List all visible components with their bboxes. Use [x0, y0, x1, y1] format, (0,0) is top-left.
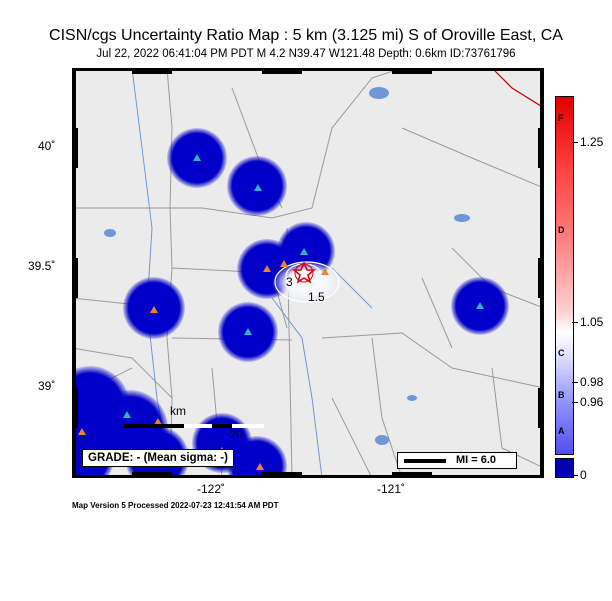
grade-label: GRADE: - (Mean sigma: -) [82, 449, 234, 467]
contour-label-1-5: 1.5 [308, 290, 325, 304]
colorbar-value-0-96: 0.96 [580, 395, 604, 409]
colorbar-tick [572, 475, 578, 476]
colorbar [555, 96, 574, 455]
colorbar-tick [572, 142, 578, 143]
fault-line [491, 68, 544, 109]
scale-bar-value: 20 [230, 429, 242, 441]
map-subtitle: Jul 22, 2022 06:41:04 PM PDT M 4.2 N39.4… [96, 48, 516, 60]
colorbar-tick [572, 402, 578, 403]
lon-label-121: -121˚ [377, 482, 406, 496]
lat-label-39-5: 39.5˚ [28, 259, 56, 273]
colorbar-zero-swatch [555, 458, 574, 478]
epicenter-star-icon [291, 261, 317, 284]
colorbar-tick [572, 382, 578, 383]
mi-legend-bar [404, 459, 446, 463]
colorbar-letter-b: B [558, 390, 565, 400]
map-canvas: 3 1.5 [72, 68, 544, 478]
map-title: CISN/cgs Uncertainty Ratio Map : 5 km (3… [49, 27, 563, 44]
colorbar-value-0: 0 [580, 468, 587, 482]
map-panel[interactable]: 3 1.5 [72, 68, 544, 478]
mi-legend: MI = 6.0 [397, 452, 517, 469]
colorbar-letter-d: D [558, 225, 565, 235]
colorbar-value-0-98: 0.98 [580, 375, 604, 389]
mi-legend-label: MI = 6.0 [456, 454, 497, 466]
lat-label-40: 40˚ [38, 139, 56, 153]
colorbar-tick [572, 322, 578, 323]
lat-label-39: 39˚ [38, 379, 56, 393]
station-markers [123, 154, 484, 418]
colorbar-value-1-05: 1.05 [580, 315, 604, 329]
frame-ticks [72, 68, 544, 478]
scale-bar-unit: km [170, 404, 186, 418]
colorbar-letter-c: C [558, 348, 565, 358]
colorbar-value-1-25: 1.25 [580, 135, 604, 149]
contour-label-3: 3 [286, 275, 293, 289]
colorbar-letter-a: A [558, 426, 565, 436]
map-footer: Map Version 5 Processed 2022-07-23 12:41… [72, 501, 279, 510]
lon-label-122: -122˚ [197, 482, 226, 496]
scale-bar [124, 424, 264, 428]
lakes [104, 87, 470, 445]
colorbar-letter-f: F [558, 113, 564, 123]
